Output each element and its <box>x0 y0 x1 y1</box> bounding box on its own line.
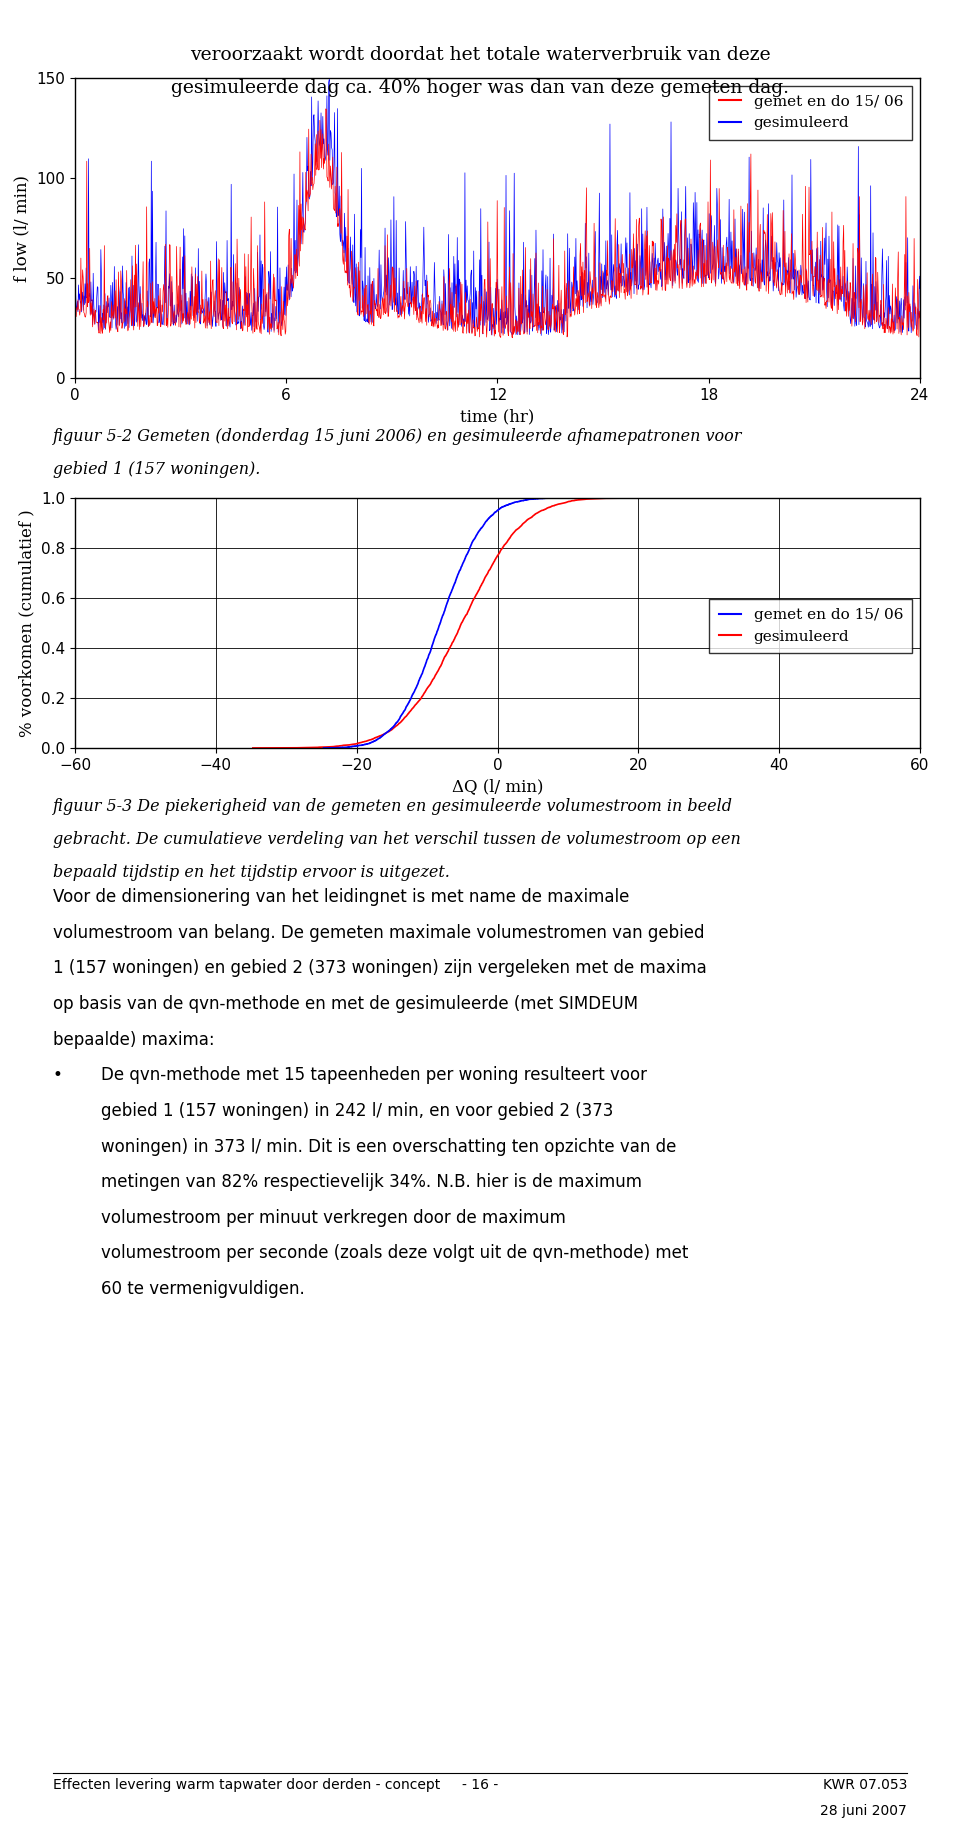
Text: 1 (157 woningen) en gebied 2 (373 woningen) zijn vergeleken met de maxima: 1 (157 woningen) en gebied 2 (373 woning… <box>53 960 707 978</box>
Text: gesimuleerde dag ca. 40% hoger was dan van deze gemeten dag.: gesimuleerde dag ca. 40% hoger was dan v… <box>171 79 789 97</box>
Text: woningen) in 373 l/ min. Dit is een overschatting ten opzichte van de: woningen) in 373 l/ min. Dit is een over… <box>101 1137 676 1155</box>
Text: gebied 1 (157 woningen) in 242 l/ min, en voor gebied 2 (373: gebied 1 (157 woningen) in 242 l/ min, e… <box>101 1102 613 1121</box>
Text: •: • <box>53 1066 62 1084</box>
X-axis label: ΔQ (l/ min): ΔQ (l/ min) <box>452 779 543 795</box>
Text: Effecten levering warm tapwater door derden - concept: Effecten levering warm tapwater door der… <box>53 1779 440 1793</box>
Text: veroorzaakt wordt doordat het totale waterverbruik van deze: veroorzaakt wordt doordat het totale wat… <box>190 46 770 64</box>
Legend: gemet en do 15/ 06, gesimuleerd: gemet en do 15/ 06, gesimuleerd <box>709 86 912 139</box>
Text: op basis van de qvn-methode en met de gesimuleerde (met SIMDEUM: op basis van de qvn-methode en met de ge… <box>53 994 638 1013</box>
Text: volumestroom per seconde (zoals deze volgt uit de qvn-methode) met: volumestroom per seconde (zoals deze vol… <box>101 1245 688 1263</box>
Text: gebied 1 (157 woningen).: gebied 1 (157 woningen). <box>53 461 260 477</box>
Text: bepaalde) maxima:: bepaalde) maxima: <box>53 1031 214 1049</box>
Y-axis label: f low (l/ min): f low (l/ min) <box>13 174 31 282</box>
X-axis label: time (hr): time (hr) <box>460 408 535 426</box>
Text: bepaald tijdstip en het tijdstip ervoor is uitgezet.: bepaald tijdstip en het tijdstip ervoor … <box>53 865 449 881</box>
Text: figuur 5-2 Gemeten (donderdag 15 juni 2006) en gesimuleerde afnamepatronen voor: figuur 5-2 Gemeten (donderdag 15 juni 20… <box>53 428 742 444</box>
Text: KWR 07.053: KWR 07.053 <box>823 1779 907 1793</box>
Legend: gemet en do 15/ 06, gesimuleerd: gemet en do 15/ 06, gesimuleerd <box>709 600 912 653</box>
Text: metingen van 82% respectievelijk 34%. N.B. hier is de maximum: metingen van 82% respectievelijk 34%. N.… <box>101 1174 642 1192</box>
Text: gebracht. De cumulatieve verdeling van het verschil tussen de volumestroom op ee: gebracht. De cumulatieve verdeling van h… <box>53 832 740 848</box>
Text: 60 te vermenigvuldigen.: 60 te vermenigvuldigen. <box>101 1280 304 1298</box>
Text: 28 juni 2007: 28 juni 2007 <box>821 1804 907 1819</box>
Text: De qvn-methode met 15 tapeenheden per woning resulteert voor: De qvn-methode met 15 tapeenheden per wo… <box>101 1066 647 1084</box>
Text: volumestroom van belang. De gemeten maximale volumestromen van gebied: volumestroom van belang. De gemeten maxi… <box>53 923 705 941</box>
Text: volumestroom per minuut verkregen door de maximum: volumestroom per minuut verkregen door d… <box>101 1208 565 1227</box>
Text: Voor de dimensionering van het leidingnet is met name de maximale: Voor de dimensionering van het leidingne… <box>53 888 629 907</box>
Text: - 16 -: - 16 - <box>462 1779 498 1793</box>
Text: figuur 5-3 De piekerigheid van de gemeten en gesimuleerde volumestroom in beeld: figuur 5-3 De piekerigheid van de gemete… <box>53 799 732 815</box>
Y-axis label: % voorkomen (cumulatief ): % voorkomen (cumulatief ) <box>18 510 36 737</box>
